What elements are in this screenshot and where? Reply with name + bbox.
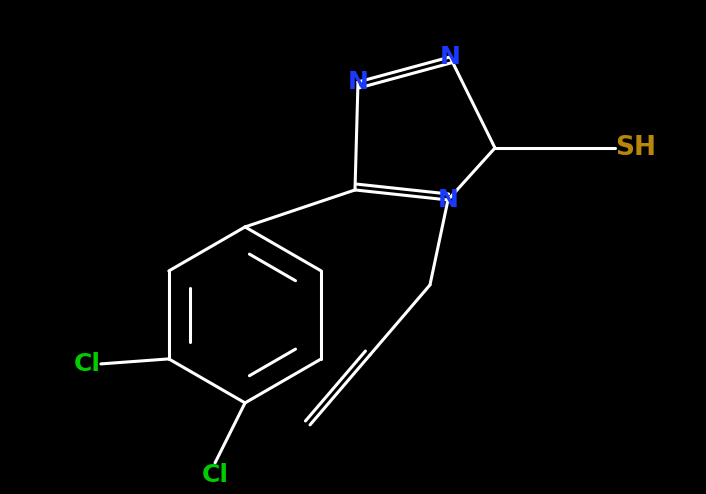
Text: N: N — [438, 188, 458, 212]
Text: N: N — [440, 45, 460, 69]
Text: SH: SH — [615, 135, 656, 161]
Text: N: N — [347, 70, 369, 94]
Text: Cl: Cl — [74, 352, 101, 376]
Text: Cl: Cl — [201, 463, 229, 487]
